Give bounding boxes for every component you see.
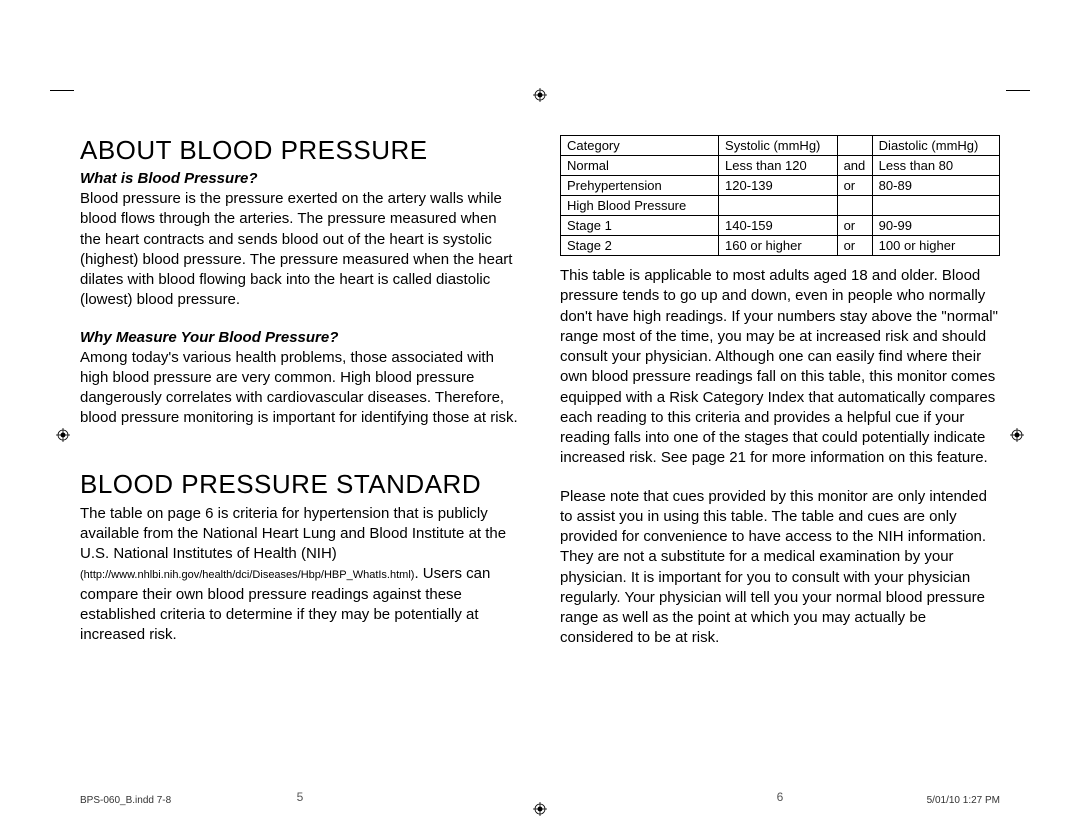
heading-standard: BLOOD PRESSURE STANDARD (80, 469, 520, 500)
cell: or (837, 176, 872, 196)
footer-timestamp: 5/01/10 1:27 PM (927, 795, 1000, 806)
cell: 140-159 (719, 216, 838, 236)
para-disclaimer: Please note that cues provided by this m… (560, 487, 1000, 649)
print-footer: BPS-060_B.indd 7-8 5/01/10 1:27 PM (80, 795, 1000, 806)
cell: Less than 120 (719, 156, 838, 176)
table-row: Prehypertension 120-139 or 80-89 (561, 176, 1000, 196)
th-category: Category (561, 136, 719, 156)
cell: 160 or higher (719, 236, 838, 256)
para-standard: The table on page 6 is criteria for hype… (80, 504, 520, 646)
cell: or (837, 236, 872, 256)
cell (872, 196, 999, 216)
registration-mark-icon (56, 428, 70, 442)
cell: 100 or higher (872, 236, 999, 256)
th-systolic: Systolic (mmHg) (719, 136, 838, 156)
crop-mark (1006, 78, 1030, 102)
table-row: Stage 2 160 or higher or 100 or higher (561, 236, 1000, 256)
para-table-explain: This table is applicable to most adults … (560, 266, 1000, 469)
cell: Stage 2 (561, 236, 719, 256)
cell: Less than 80 (872, 156, 999, 176)
cell: Prehypertension (561, 176, 719, 196)
cell: Stage 1 (561, 216, 719, 236)
th-diastolic: Diastolic (mmHg) (872, 136, 999, 156)
para-standard-a: The table on page 6 is criteria for hype… (80, 505, 506, 563)
table-row: High Blood Pressure (561, 196, 1000, 216)
cell (837, 196, 872, 216)
table-header-row: Category Systolic (mmHg) Diastolic (mmHg… (561, 136, 1000, 156)
crop-mark (50, 78, 74, 102)
page-spread: ABOUT BLOOD PRESSURE What is Blood Press… (0, 0, 1080, 834)
cell: 80-89 (872, 176, 999, 196)
table-row: Stage 1 140-159 or 90-99 (561, 216, 1000, 236)
page-right: Category Systolic (mmHg) Diastolic (mmHg… (560, 135, 1000, 804)
nih-url: (http://www.nhlbi.nih.gov/health/dci/Dis… (80, 569, 414, 581)
th-blank (837, 136, 872, 156)
page-left: ABOUT BLOOD PRESSURE What is Blood Press… (80, 135, 520, 804)
para-what-is: Blood pressure is the pressure exerted o… (80, 189, 520, 311)
heading-about: ABOUT BLOOD PRESSURE (80, 135, 520, 166)
subheading-what-is: What is Blood Pressure? (80, 170, 520, 187)
cell: and (837, 156, 872, 176)
cell: High Blood Pressure (561, 196, 719, 216)
para-why-measure: Among today's various health problems, t… (80, 348, 520, 429)
bp-category-table: Category Systolic (mmHg) Diastolic (mmHg… (560, 135, 1000, 256)
table-row: Normal Less than 120 and Less than 80 (561, 156, 1000, 176)
cell (719, 196, 838, 216)
cell: or (837, 216, 872, 236)
footer-file: BPS-060_B.indd 7-8 (80, 795, 171, 806)
registration-mark-icon (533, 88, 547, 102)
registration-mark-icon (1010, 428, 1024, 442)
cell: 90-99 (872, 216, 999, 236)
subheading-why-measure: Why Measure Your Blood Pressure? (80, 329, 520, 346)
cell: Normal (561, 156, 719, 176)
cell: 120-139 (719, 176, 838, 196)
